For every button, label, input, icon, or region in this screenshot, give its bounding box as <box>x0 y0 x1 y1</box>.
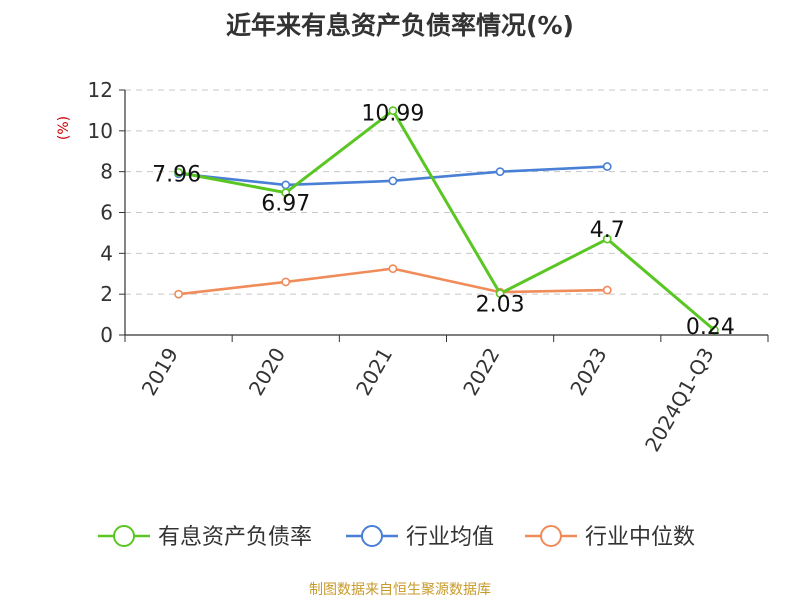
data-point <box>388 106 398 116</box>
y-tick-label: 4 <box>100 241 113 265</box>
y-tick-label: 2 <box>100 282 113 306</box>
data-label: 2.03 <box>476 293 525 318</box>
data-label: 10.99 <box>361 102 424 127</box>
data-point <box>495 167 505 177</box>
legend-label: 行业中位数 <box>585 525 695 550</box>
x-tick-label: 2021 <box>351 344 397 400</box>
data-label: 6.97 <box>261 192 310 217</box>
y-tick-label: 12 <box>88 78 113 102</box>
legend-label: 行业均值 <box>406 525 494 550</box>
legend: 有息资产负债率 行业均值 行业中位数 <box>98 525 695 550</box>
data-point <box>602 162 612 171</box>
y-tick-label: 6 <box>100 201 113 225</box>
data-point <box>495 289 505 298</box>
grid-lines <box>125 89 768 295</box>
data-point <box>602 234 612 244</box>
legend-label: 有息资产负债率 <box>158 525 312 550</box>
data-label: 7.96 <box>152 162 201 187</box>
legend-marker <box>540 525 562 547</box>
y-tick-label: 10 <box>88 119 113 143</box>
data-point <box>281 180 291 190</box>
x-tick-label: 2020 <box>244 344 290 400</box>
legend-marker <box>361 525 383 547</box>
legend-marker <box>113 525 135 547</box>
data-point <box>602 285 612 295</box>
data-point <box>388 264 398 274</box>
data-label: 0.24 <box>686 315 735 340</box>
chart-title: 近年来有息资产负债率情况(%) <box>226 11 574 40</box>
x-tick-label: 2024Q1-Q3 <box>640 344 719 456</box>
series-2 <box>174 264 612 299</box>
y-tick-label: 8 <box>100 160 113 184</box>
data-point <box>281 188 291 198</box>
data-point <box>388 176 398 186</box>
data-label: 4.7 <box>590 218 625 243</box>
series-0 <box>174 106 719 335</box>
data-labels: 7.96 6.97 10.99 2.03 4.7 0.24 <box>152 102 735 340</box>
x-tick-label: 2019 <box>137 344 183 400</box>
x-tick-label: 2022 <box>458 344 504 400</box>
axes: 0 2 4 6 8 10 12 2019 2020 2021 2022 2023 2024Q1-Q3 <box>88 78 769 456</box>
legend-item-2[interactable]: 行业中位数 <box>525 525 695 550</box>
series-line <box>178 109 716 332</box>
y-tick-label: 0 <box>100 323 113 347</box>
legend-item-0[interactable]: 有息资产负债率 <box>98 525 312 550</box>
series-lines <box>174 106 719 335</box>
legend-item-1[interactable]: 行业均值 <box>346 525 494 550</box>
data-point <box>174 289 183 299</box>
data-point <box>281 277 291 287</box>
y-axis-label: (%) <box>56 116 72 140</box>
data-point <box>710 325 719 335</box>
source-note: 制图数据来自恒生聚源数据库 <box>309 582 491 598</box>
data-point <box>174 168 183 177</box>
x-tick-label: 2023 <box>565 344 611 400</box>
